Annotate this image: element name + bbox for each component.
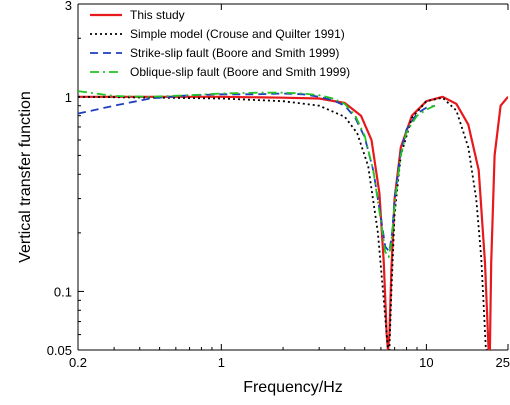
y-tick-label: 1 <box>65 90 72 105</box>
y-tick-label: 0.05 <box>47 343 72 358</box>
legend-label: Simple model (Crouse and Quilter 1991) <box>130 27 345 41</box>
x-axis-title: Frequency/Hz <box>243 379 343 396</box>
y-tick-label: 0.1 <box>54 284 72 299</box>
x-tick-label: 0.2 <box>69 355 87 370</box>
y-tick-label: 3 <box>65 0 72 13</box>
axis-ticks: 0.2 1 10 25 0.05 0.1 1 3 <box>47 0 510 370</box>
x-tick-label: 25 <box>496 355 510 370</box>
series-lines <box>78 90 508 350</box>
series-line-2 <box>78 95 488 350</box>
series-line-4 <box>78 90 436 259</box>
legend-label: Oblique-slip fault (Boore and Smith 1999… <box>130 65 350 79</box>
x-tick-label: 10 <box>419 355 433 370</box>
legend-label: Strike-slip fault (Boore and Smith 1999) <box>130 46 339 60</box>
x-tick-label: 1 <box>218 355 225 370</box>
legend: This study Simple model (Crouse and Quilt… <box>90 8 350 79</box>
y-axis-title: Vertical transfer function <box>17 91 34 263</box>
axes-frame <box>77 3 508 351</box>
series-line-1 <box>78 95 508 350</box>
legend-label: This study <box>130 8 185 22</box>
